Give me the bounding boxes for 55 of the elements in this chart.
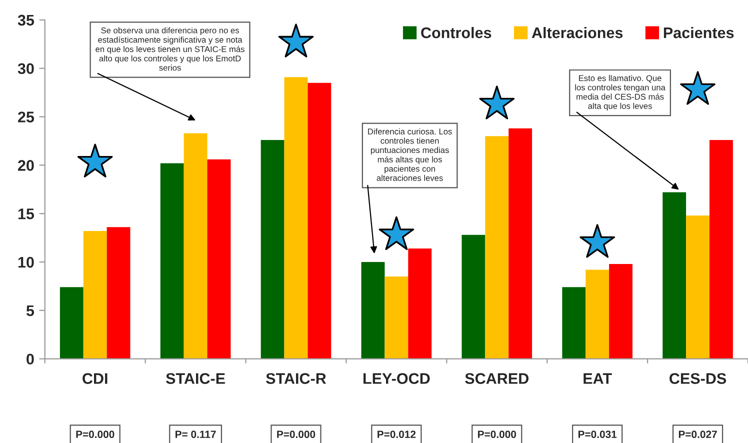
bar	[160, 163, 184, 359]
legend-label: Alteraciones	[532, 26, 623, 38]
bar	[462, 234, 486, 359]
text: P=0.027	[678, 430, 717, 438]
annotation: Esto es llamativo. Que los controles tengan una media del CES-DS más alta que los leves	[575, 74, 666, 111]
bar	[586, 270, 610, 359]
bar	[508, 128, 532, 359]
legend-label: Pacientes	[664, 26, 734, 38]
annotation: Diferencia curiosa. Los controles tienen puntuaciones medias más altas que los pacientes con alteraciones leves	[368, 128, 452, 181]
y-tick-label: 10	[18, 256, 34, 268]
bar	[361, 262, 385, 359]
y-tick-label: 35	[18, 14, 34, 26]
bar	[485, 136, 509, 359]
x-tick-label: CDI	[82, 373, 108, 384]
y-tick-label: 0	[26, 354, 34, 365]
bar	[609, 264, 632, 359]
bar	[562, 287, 586, 359]
annotation: Se observa una diferencia pero no es estadísticamente significativa y se nota en que los leves tienen un STAIC-E más alto que los controles y que los EmotD serios	[96, 27, 244, 71]
bar	[207, 159, 231, 359]
bar	[106, 227, 130, 359]
x-tick-label: STAIC-E	[166, 373, 225, 384]
point	[378, 216, 414, 250]
bar	[260, 140, 284, 359]
bar	[662, 192, 686, 359]
y-tick-label: 30	[18, 63, 34, 74]
point	[580, 224, 616, 258]
bar	[83, 231, 107, 359]
text: P= 0.117	[176, 430, 216, 438]
text: P=0.000	[277, 430, 316, 438]
text: P=0.000	[478, 430, 516, 438]
text: P=0.012	[378, 430, 416, 438]
x-tick-label: CES-DS	[670, 373, 726, 384]
y-tick-label: 25	[18, 112, 34, 122]
y-tick-label: 15	[18, 208, 34, 220]
x-tick-label: STAIC-R	[266, 373, 326, 384]
point	[278, 24, 314, 58]
bar	[686, 216, 710, 359]
bar	[308, 82, 332, 359]
y-tick-label: 20	[18, 160, 34, 171]
bar	[408, 248, 432, 359]
x-tick-label: LEY-OCD	[364, 373, 430, 384]
bar	[384, 276, 408, 359]
text: P=0.000	[76, 430, 114, 438]
bar	[60, 287, 84, 359]
legend-label: Controles	[421, 26, 492, 38]
point	[479, 86, 515, 120]
bar	[284, 77, 308, 359]
y-tick-label: 5	[26, 305, 34, 316]
bar	[184, 133, 208, 359]
point	[77, 144, 113, 178]
bar	[709, 140, 733, 359]
text: P=0.031	[578, 430, 617, 438]
x-tick-label: EAT	[584, 373, 612, 384]
x-tick-label: SCARED	[465, 373, 528, 384]
point	[680, 71, 716, 105]
